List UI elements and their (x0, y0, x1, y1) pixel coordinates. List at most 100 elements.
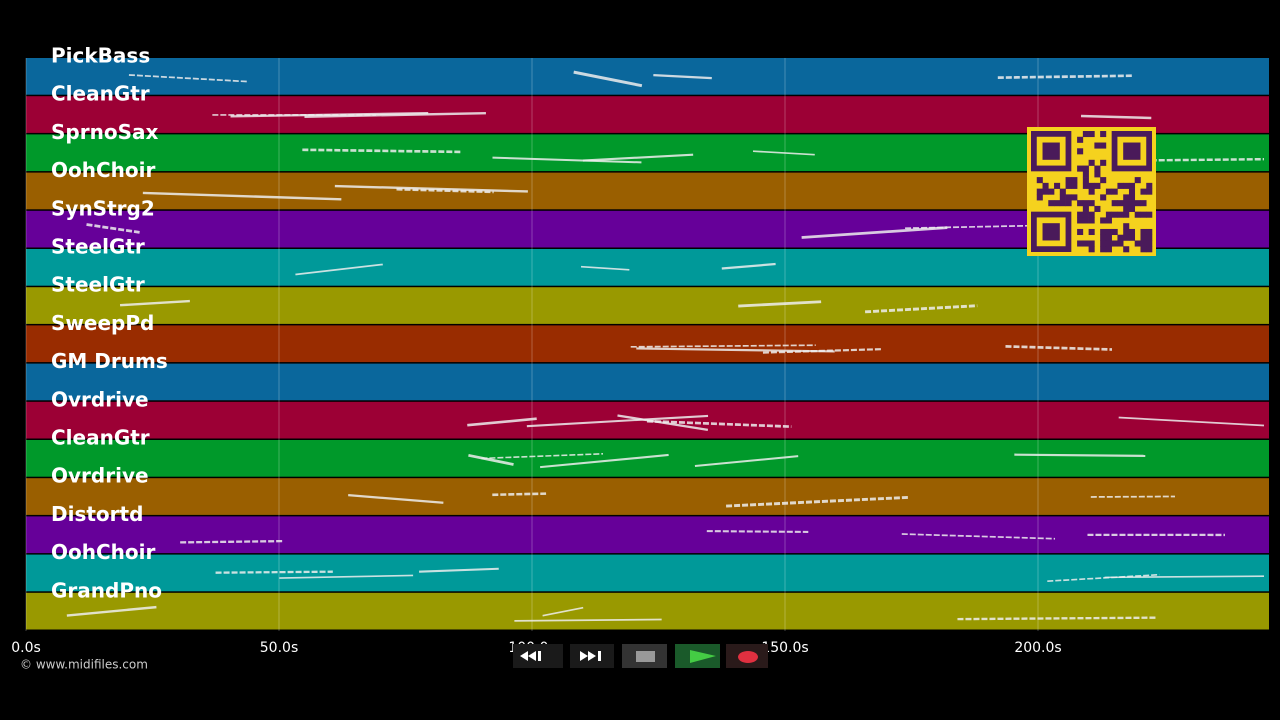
track-label: OohChoir (51, 158, 155, 182)
qr-module (1082, 211, 1089, 218)
qr-module (1117, 182, 1124, 189)
note-segment (864, 304, 978, 314)
qr-module (1094, 171, 1101, 178)
qr-module (1059, 194, 1066, 201)
qr-module (1082, 182, 1089, 189)
note-segment (396, 187, 494, 194)
qr-module (1054, 182, 1061, 189)
qr-module (1036, 177, 1043, 184)
track-band (26, 516, 1269, 554)
note-segment (348, 493, 444, 504)
note-segment (653, 73, 712, 80)
qr-module (1123, 200, 1130, 207)
qr-module (1088, 131, 1095, 138)
qr-module (1100, 246, 1107, 253)
note-segment (1014, 453, 1146, 457)
qr-module (1134, 240, 1141, 247)
note-segment (492, 156, 642, 164)
track-label: Ovrdrive (51, 387, 149, 411)
qr-module (1105, 211, 1112, 218)
qr-module (1140, 234, 1147, 241)
qr-module (1077, 165, 1084, 172)
note-segment (1118, 416, 1265, 427)
qr-module (1105, 240, 1112, 247)
qr-module (1128, 188, 1136, 195)
qr-module (1146, 188, 1153, 195)
qr-module (1123, 223, 1130, 230)
track-band (26, 325, 1269, 363)
qr-module (1134, 177, 1141, 184)
time-tick-label: 50.0s (260, 640, 298, 656)
note-segment (617, 414, 709, 431)
note-segment (694, 455, 799, 468)
track-label: SweepPd (51, 311, 154, 335)
note-segment (302, 148, 462, 154)
qr-code (1027, 127, 1156, 256)
qr-module (1094, 205, 1101, 212)
qr-module (1100, 194, 1107, 201)
qr-module (1146, 240, 1153, 247)
qr-module (1088, 217, 1095, 224)
note-segment (467, 417, 537, 427)
track-label: CleanGtr (51, 426, 150, 450)
qr-module (1140, 188, 1147, 195)
stop-icon (636, 651, 655, 662)
note-segment (580, 265, 630, 271)
note-segment (752, 150, 815, 156)
note-segment (573, 70, 643, 88)
qr-module (1065, 182, 1072, 189)
qr-module (1094, 182, 1101, 189)
qr-finder (1042, 223, 1060, 241)
qr-module (1071, 182, 1078, 189)
qr-module (1065, 177, 1072, 184)
qr-module (1082, 205, 1089, 212)
qr-module (1082, 165, 1089, 172)
track-label: PickBass (51, 44, 150, 68)
note-segment (721, 262, 776, 270)
record-icon (738, 651, 758, 663)
forward-icon (580, 651, 601, 661)
copyright: © www.midifiles.com (20, 658, 148, 672)
note-segment (295, 263, 383, 276)
track-label: SprnoSax (51, 120, 158, 144)
note-segment (128, 74, 249, 83)
qr-module (1123, 205, 1130, 212)
note-segment (119, 299, 190, 307)
qr-module (1140, 240, 1147, 247)
qr-module (1134, 211, 1141, 218)
qr-module (1048, 188, 1055, 195)
qr-module (1123, 234, 1130, 241)
note-segment (514, 618, 662, 622)
note-segment (304, 111, 486, 118)
qr-module (1117, 200, 1124, 207)
qr-module (1088, 182, 1095, 189)
qr-module (1117, 234, 1124, 241)
qr-finder (1123, 142, 1141, 160)
qr-module (1146, 234, 1153, 241)
note-segment (636, 347, 835, 353)
qr-module (1128, 200, 1136, 207)
qr-module (1111, 228, 1118, 236)
note-segment (180, 539, 283, 544)
qr-module (1065, 194, 1072, 201)
note-segment (215, 570, 333, 574)
track-label: Distortd (51, 502, 143, 526)
qr-module (1065, 200, 1072, 207)
track-label: SynStrg2 (51, 196, 155, 220)
track-band (26, 554, 1269, 592)
time-tick-label: 200.0s (1014, 640, 1061, 656)
qr-module (1111, 200, 1118, 207)
track-label: OohChoir (51, 540, 155, 564)
qr-module (1077, 136, 1084, 143)
qr-module (1077, 217, 1084, 224)
note-segment (646, 419, 792, 428)
qr-module (1100, 177, 1107, 184)
note-segment (279, 574, 414, 579)
note-segment (997, 74, 1133, 79)
qr-module (1077, 228, 1084, 236)
note-segment (630, 344, 816, 348)
track-label: GrandPno (51, 578, 162, 602)
note-segment (542, 606, 584, 617)
note-segment (526, 414, 709, 428)
